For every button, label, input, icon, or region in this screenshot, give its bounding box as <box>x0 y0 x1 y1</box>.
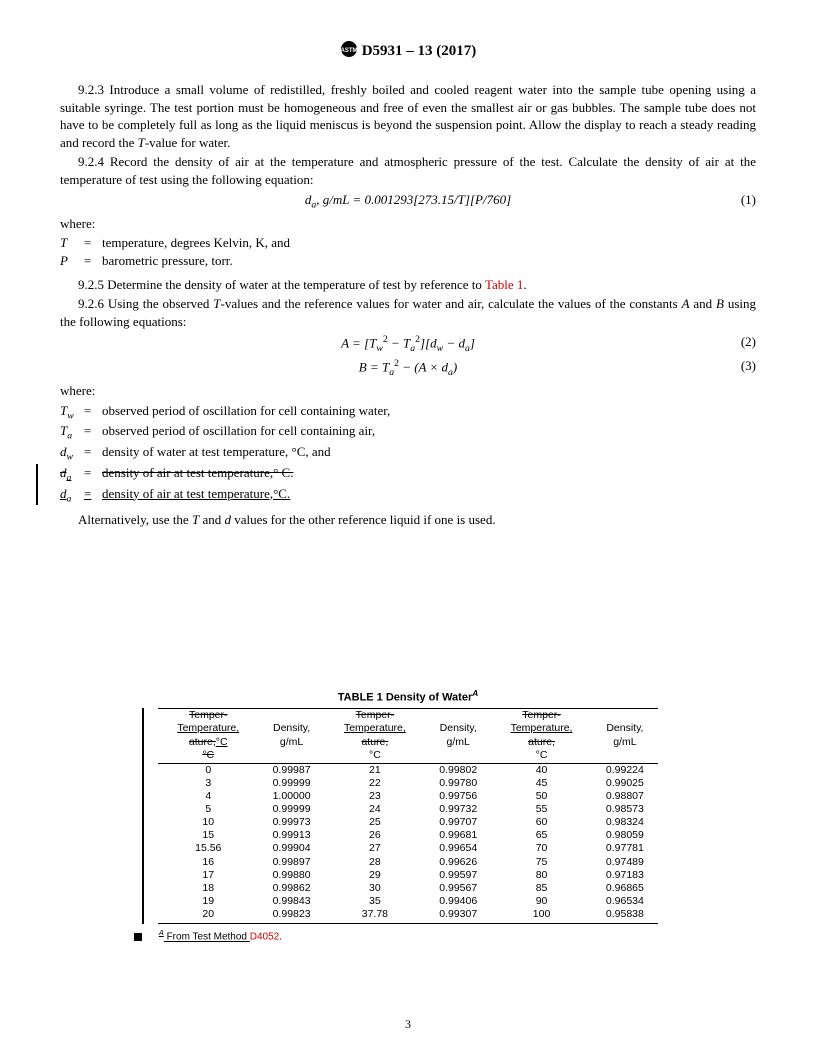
para-9-2-4: 9.2.4 Record the density of air at the t… <box>60 153 756 188</box>
table-row: 200.9982337.780.993071000.95838 <box>158 908 658 924</box>
para-9-2-3: 9.2.3 Introduce a small volume of redist… <box>60 81 756 151</box>
table-1-link[interactable]: Table 1 <box>485 277 523 292</box>
table-row: 180.99862300.99567850.96865 <box>158 882 658 895</box>
table-row: 15.560.99904270.99654700.97781 <box>158 842 658 855</box>
eq-num-1: (1) <box>741 192 756 208</box>
eq-num-2: (2) <box>741 334 756 350</box>
table-body: 00.99987210.99802400.9922430.99999220.99… <box>158 763 658 924</box>
change-marker-icon <box>134 933 142 941</box>
where-label-1: where: <box>60 215 756 233</box>
equation-3: B = Ta2 − (A × da) (3) <box>60 358 756 378</box>
table-1: TABLE 1 Density of WaterA Temper- Temper… <box>158 689 658 943</box>
table-title: TABLE 1 Density of WaterA <box>158 689 658 704</box>
table-row: 190.99843350.99406900.96534 <box>158 895 658 908</box>
table-row: 150.99913260.99681650.98059 <box>158 829 658 842</box>
table-row: 160.99897280.99626750.97489 <box>158 856 658 869</box>
table-footnote: A From Test Method D4052. <box>158 928 658 942</box>
table-row: 50.99999240.99732550.98573 <box>158 803 658 816</box>
eq-num-3: (3) <box>741 358 756 374</box>
svg-text:ASTM: ASTM <box>340 48 357 54</box>
where-label-2: where: <box>60 382 756 400</box>
standard-id: D5931 – 13 (2017) <box>362 43 477 59</box>
para-9-2-5: 9.2.5 Determine the density of water at … <box>60 276 756 294</box>
where-list-1: T=temperature, degrees Kelvin, K, and P=… <box>60 234 756 269</box>
change-bar: da=density of air at test temperature,° … <box>36 464 756 506</box>
table-row: 30.99999220.99780450.99025 <box>158 777 658 790</box>
equation-1: da, g/mL = 0.001293[273.15/T][P/760] (1) <box>60 192 756 211</box>
table-row: 00.99987210.99802400.99224 <box>158 763 658 777</box>
para-9-2-6: 9.2.6 Using the observed T-values and th… <box>60 295 756 330</box>
d4052-link[interactable]: D4052 <box>250 932 279 943</box>
equation-2: A = [Tw2 − Ta2][dw − da] (2) <box>60 334 756 354</box>
page-number: 3 <box>0 1017 816 1032</box>
page-header: ASTM D5931 – 13 (2017) <box>60 40 756 63</box>
density-table: Temper- Temper- Temper- Temperature,Dens… <box>158 708 658 925</box>
astm-logo: ASTM <box>340 40 358 63</box>
table-row: 170.99880290.99597800.97183 <box>158 869 658 882</box>
table-row: 41.00000230.99756500.98807 <box>158 790 658 803</box>
para-alternative: Alternatively, use the T and d values fo… <box>60 511 756 529</box>
table-row: 100.99973250.99707600.98324 <box>158 816 658 829</box>
where-list-2: Tw=observed period of oscillation for ce… <box>60 402 756 506</box>
